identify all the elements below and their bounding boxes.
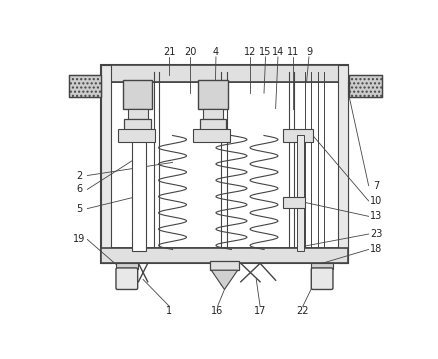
Text: 13: 13: [370, 211, 382, 222]
Text: 14: 14: [272, 47, 284, 57]
Text: 17: 17: [254, 306, 266, 316]
Bar: [101, 65, 348, 263]
Bar: [123, 80, 152, 109]
Bar: [109, 73, 340, 257]
Bar: [124, 118, 151, 132]
Text: 15: 15: [259, 47, 272, 57]
Bar: [101, 248, 348, 263]
Text: 20: 20: [184, 47, 197, 57]
Bar: [118, 129, 155, 142]
Bar: [203, 109, 223, 118]
Bar: [127, 109, 148, 118]
Bar: [210, 261, 239, 270]
FancyBboxPatch shape: [311, 268, 333, 289]
Text: 2: 2: [76, 171, 83, 181]
Text: 7: 7: [373, 181, 379, 191]
Text: 11: 11: [287, 47, 300, 57]
Text: 9: 9: [306, 47, 312, 57]
Bar: [193, 129, 230, 142]
FancyBboxPatch shape: [116, 268, 138, 289]
Bar: [101, 65, 110, 263]
Text: 4: 4: [213, 47, 219, 57]
Bar: [132, 132, 146, 251]
Bar: [101, 65, 348, 81]
Text: 12: 12: [244, 47, 256, 57]
Bar: [349, 75, 382, 97]
Bar: [283, 197, 305, 208]
Bar: [297, 135, 304, 251]
Bar: [116, 263, 138, 270]
Bar: [101, 248, 348, 263]
Text: 6: 6: [77, 185, 83, 194]
Text: 19: 19: [74, 234, 86, 244]
Text: 16: 16: [212, 306, 224, 316]
Bar: [283, 129, 313, 142]
Bar: [311, 263, 333, 270]
Text: 22: 22: [297, 306, 309, 316]
Bar: [198, 80, 228, 109]
Bar: [69, 75, 101, 97]
Polygon shape: [211, 270, 238, 289]
Text: 10: 10: [370, 196, 382, 206]
Bar: [339, 65, 348, 263]
Bar: [200, 118, 226, 132]
Text: 18: 18: [370, 244, 382, 255]
Text: 21: 21: [163, 47, 176, 57]
Text: 1: 1: [166, 306, 173, 316]
Text: 23: 23: [370, 229, 382, 239]
Text: 5: 5: [76, 204, 83, 214]
